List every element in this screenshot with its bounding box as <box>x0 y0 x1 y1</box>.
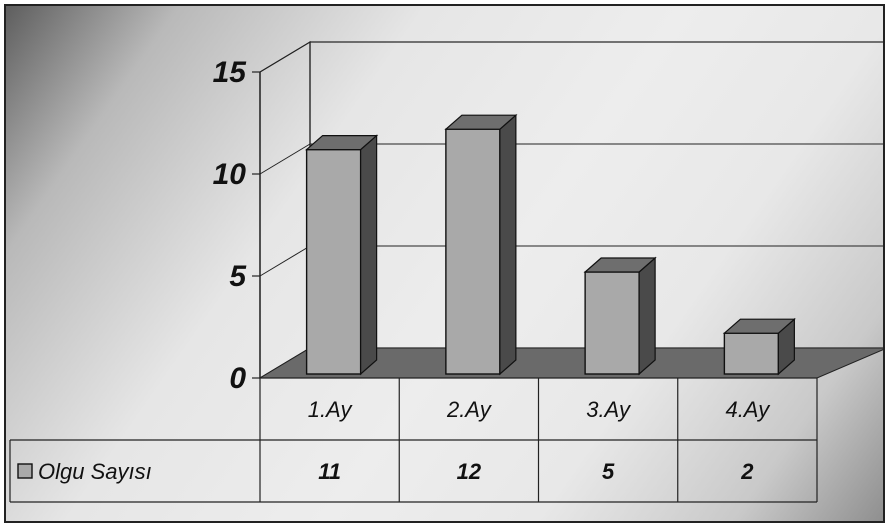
side-wall <box>259 40 311 380</box>
y-tick-label: 10 <box>213 158 247 191</box>
gridline-side <box>259 245 311 277</box>
bar-front <box>723 332 780 375</box>
data-label: 12 <box>457 459 482 484</box>
x-tick-label: 3.Ay <box>586 397 632 422</box>
bar-front <box>445 128 501 375</box>
bar <box>305 134 379 376</box>
y-tick-label: 5 <box>229 260 247 293</box>
data-label: 2 <box>740 459 754 484</box>
bar-front <box>584 271 640 375</box>
bar-top <box>444 114 518 130</box>
y-tick-label: 15 <box>213 56 248 89</box>
bar-side <box>360 134 378 376</box>
legend-label: Olgu Sayısı <box>38 459 152 484</box>
gridline-side <box>259 143 311 175</box>
bar-chart: 0 5 10 15 1.Ay 2.Ay 3.Ay 4.Ay 11 12 5 2 Olgu Sayısı <box>9 40 883 503</box>
bar <box>583 256 657 376</box>
bar-top <box>722 318 796 334</box>
bar-side <box>499 113 517 376</box>
x-tick-label: 4.Ay <box>725 397 771 422</box>
data-table: 1.Ay 2.Ay 3.Ay 4.Ay 11 12 5 2 Olgu Sayısı <box>9 377 818 503</box>
bar <box>444 113 518 376</box>
data-label: 5 <box>602 459 615 484</box>
bars <box>305 113 796 376</box>
bar-top <box>583 257 657 273</box>
y-tick-label: 0 <box>229 362 246 395</box>
x-tick-label: 2.Ay <box>446 397 493 422</box>
bar-front <box>305 148 362 375</box>
data-label: 11 <box>318 459 341 484</box>
bar-side <box>638 256 656 376</box>
y-axis-ticks: 0 5 10 15 <box>213 56 248 395</box>
x-tick-label: 1.Ay <box>308 397 354 422</box>
bar <box>722 317 796 376</box>
chart-frame: 0 5 10 15 1.Ay 2.Ay 3.Ay 4.Ay 11 12 5 2 Olgu Sayısı <box>4 4 885 523</box>
bar-top <box>305 135 379 151</box>
gridline-side <box>259 41 311 73</box>
legend-swatch <box>17 463 33 479</box>
